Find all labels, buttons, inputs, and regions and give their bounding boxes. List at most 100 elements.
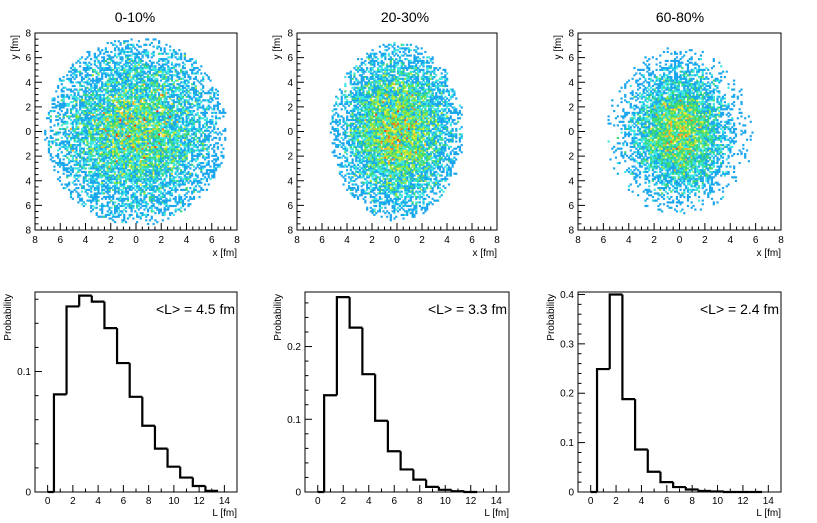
density-cell bbox=[66, 147, 69, 150]
density-cell bbox=[108, 194, 111, 197]
density-cell bbox=[176, 142, 179, 145]
density-cell bbox=[99, 172, 102, 175]
density-cell bbox=[148, 195, 152, 199]
density-cell bbox=[189, 88, 192, 91]
density-cell bbox=[154, 147, 157, 150]
density-cell bbox=[147, 163, 150, 166]
density-cell bbox=[145, 147, 148, 150]
density-cell bbox=[178, 199, 181, 202]
density-cell bbox=[150, 163, 153, 166]
density-cell bbox=[143, 152, 146, 156]
density-cell bbox=[126, 136, 130, 140]
density-cell bbox=[137, 131, 141, 134]
density-cell bbox=[143, 110, 146, 113]
density-cell bbox=[163, 212, 166, 215]
density-cell bbox=[86, 99, 89, 102]
density-cell bbox=[163, 135, 166, 138]
density-cell bbox=[200, 106, 203, 109]
density-cell bbox=[143, 151, 146, 154]
density-cell bbox=[134, 161, 137, 165]
density-cell bbox=[163, 129, 166, 132]
density-cell bbox=[136, 185, 139, 188]
density-cell bbox=[86, 188, 89, 191]
density-cell bbox=[69, 165, 73, 168]
density-cell bbox=[185, 120, 188, 123]
density-cell bbox=[121, 90, 124, 93]
density-cell bbox=[191, 118, 194, 122]
density-cell bbox=[82, 77, 85, 80]
density-cell bbox=[205, 188, 208, 191]
density-cell bbox=[117, 181, 120, 184]
density-cell bbox=[110, 147, 113, 150]
density-cell bbox=[126, 110, 130, 113]
density-cell bbox=[163, 118, 166, 122]
density-cell bbox=[51, 136, 54, 140]
density-cell bbox=[163, 108, 166, 111]
density-cell bbox=[192, 197, 196, 200]
density-cell bbox=[183, 183, 186, 186]
density-cell bbox=[167, 59, 170, 62]
density-cell bbox=[170, 170, 174, 174]
density-cell bbox=[145, 54, 148, 57]
density-cell bbox=[207, 101, 210, 104]
density-cell bbox=[163, 203, 166, 206]
density-cell bbox=[51, 110, 54, 113]
density-cell bbox=[101, 113, 104, 116]
density-cell bbox=[91, 124, 95, 127]
density-cell bbox=[97, 145, 100, 148]
density-cell bbox=[218, 136, 221, 140]
density-cell bbox=[106, 160, 109, 163]
density-cell bbox=[220, 154, 223, 157]
density-cell bbox=[121, 161, 124, 165]
density-cell bbox=[119, 183, 122, 186]
density-cell bbox=[187, 203, 190, 206]
density-cell bbox=[90, 102, 93, 105]
density-cell bbox=[64, 135, 67, 138]
density-cell bbox=[130, 104, 133, 107]
density-cell bbox=[172, 117, 175, 120]
density-cell bbox=[185, 158, 188, 161]
density-cell bbox=[165, 126, 168, 129]
density-cell bbox=[139, 59, 142, 62]
density-cell bbox=[128, 106, 131, 109]
density-cell bbox=[113, 170, 117, 174]
density-cell bbox=[64, 102, 67, 105]
density-cell bbox=[152, 50, 155, 54]
density-cell bbox=[174, 201, 177, 204]
density-cell bbox=[202, 108, 205, 111]
density-cell bbox=[167, 156, 170, 159]
density-cell bbox=[196, 181, 199, 184]
density-cell bbox=[158, 99, 161, 102]
density-cell bbox=[198, 151, 201, 154]
density-cell bbox=[93, 145, 96, 148]
density-cell bbox=[80, 95, 84, 98]
density-cell bbox=[106, 147, 109, 150]
density-cell bbox=[143, 117, 146, 120]
density-cell bbox=[156, 197, 159, 200]
density-cell bbox=[214, 136, 218, 140]
density-cell bbox=[196, 140, 199, 143]
density-cell bbox=[192, 133, 196, 136]
density-cell bbox=[154, 160, 157, 163]
density-cell bbox=[119, 127, 122, 131]
density-cell bbox=[163, 67, 166, 70]
density-cell bbox=[121, 67, 124, 70]
density-cell bbox=[124, 75, 128, 79]
density-cell bbox=[137, 165, 141, 168]
density-cell bbox=[112, 219, 115, 222]
density-cell bbox=[123, 122, 126, 125]
density-cell bbox=[130, 195, 133, 199]
density-cell bbox=[77, 152, 80, 156]
density-cell bbox=[159, 75, 163, 79]
density-cell bbox=[222, 110, 225, 113]
density-cell bbox=[137, 142, 141, 145]
density-cell bbox=[75, 187, 78, 190]
density-cell bbox=[128, 126, 131, 129]
density-cell bbox=[218, 110, 221, 113]
density-cell bbox=[132, 152, 135, 156]
density-cell bbox=[202, 124, 205, 127]
density-cell bbox=[134, 124, 137, 127]
density-cell bbox=[161, 144, 164, 147]
density-cell bbox=[112, 61, 115, 64]
density-cell bbox=[150, 104, 153, 107]
